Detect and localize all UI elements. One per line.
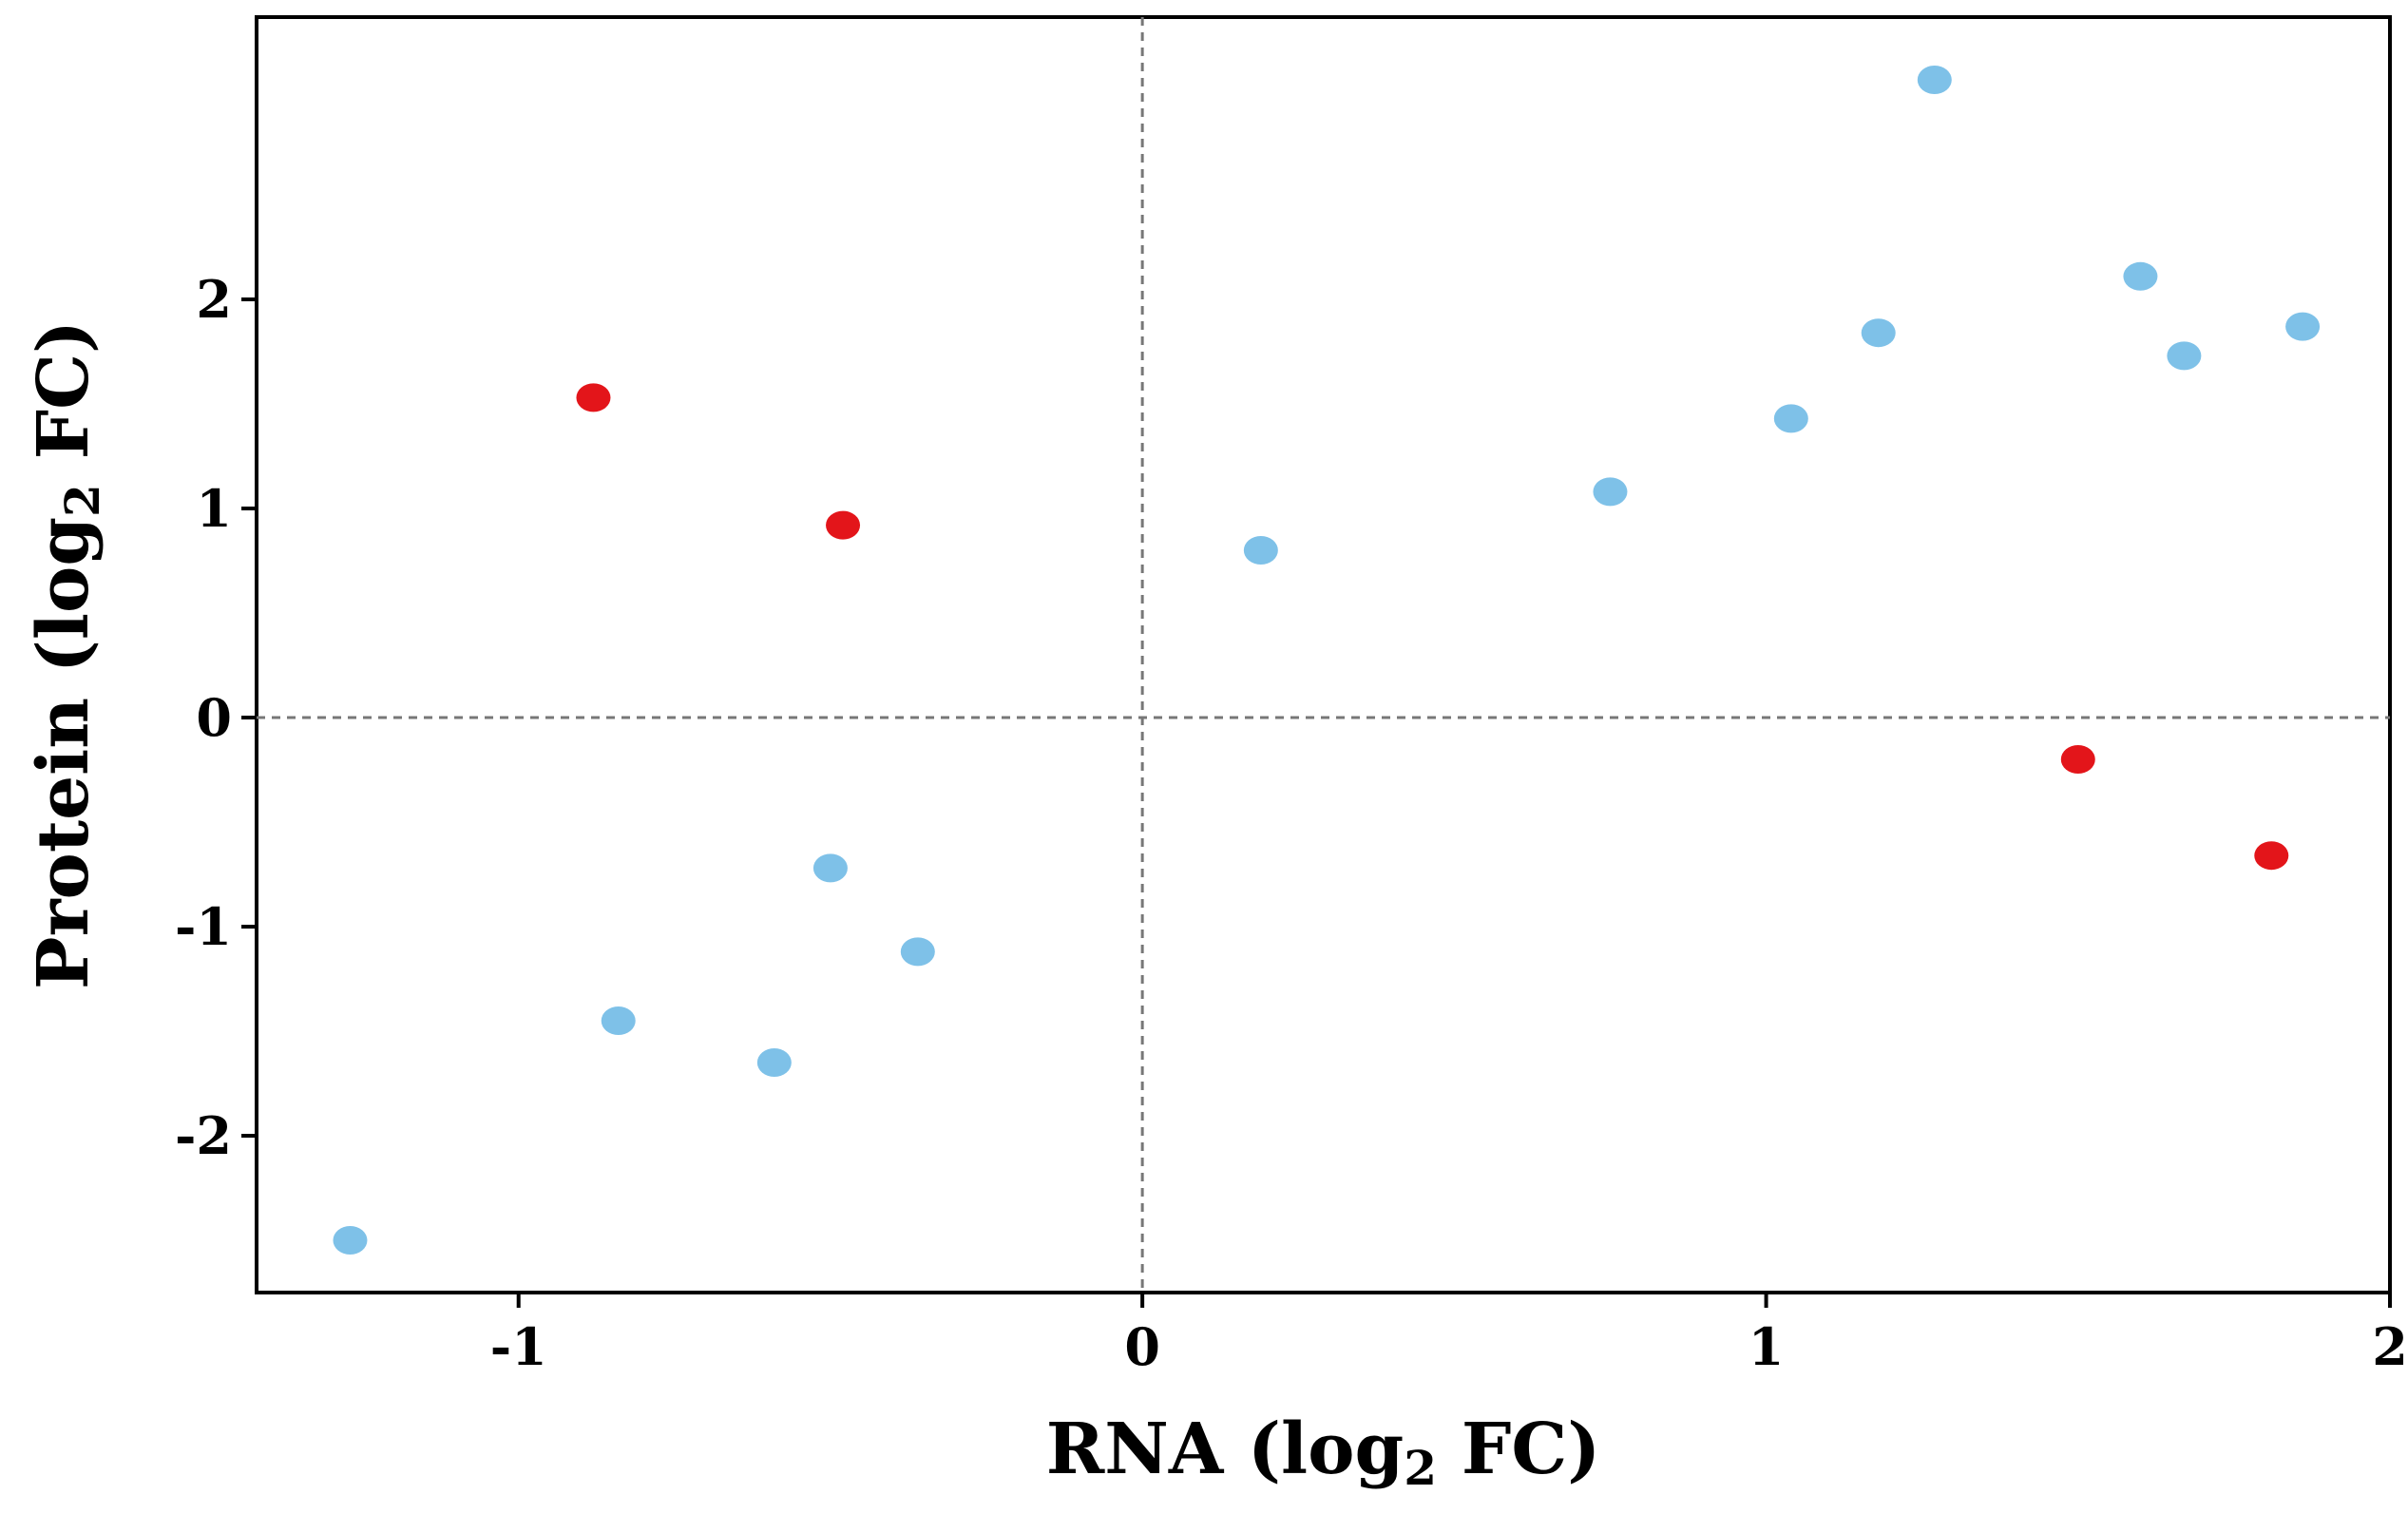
x-axis-title-end: FC): [1437, 1409, 1600, 1490]
data-point-concordant: [1917, 66, 1952, 94]
y-tick-label: -1: [175, 896, 232, 957]
y-axis-title-end: FC): [23, 320, 105, 484]
data-point-discordant: [2254, 841, 2289, 871]
data-point-concordant: [1593, 477, 1628, 507]
data-point-concordant: [2285, 312, 2321, 341]
data-point-discordant: [576, 383, 611, 412]
y-axis-title: Protein (log2 FC): [23, 320, 110, 989]
y-axis-title-main: Protein (log: [23, 517, 105, 989]
y-tick-label: -2: [175, 1105, 232, 1166]
x-axis-title-subscript: 2: [1404, 1440, 1437, 1496]
data-point-discordant: [826, 510, 861, 540]
x-axis-title: RNA (log2 FC): [1046, 1409, 1601, 1496]
y-tick-label: 1: [196, 478, 232, 539]
data-point-discordant: [2060, 745, 2095, 774]
y-axis-ticks: -2 -1 0 1 2: [175, 269, 257, 1166]
data-point-concordant: [2167, 341, 2202, 371]
data-point-concordant: [1861, 318, 1896, 348]
data-point-concordant: [333, 1226, 368, 1255]
x-axis-title-main: RNA (log: [1046, 1409, 1405, 1490]
x-tick-label: -1: [490, 1316, 547, 1377]
data-points: [333, 66, 2321, 1255]
y-axis-title-subscript: 2: [54, 484, 110, 517]
data-point-concordant: [601, 1006, 636, 1035]
data-point-concordant: [1773, 404, 1808, 433]
x-tick-label: 2: [2372, 1316, 2408, 1377]
x-tick-label: 0: [1124, 1316, 1160, 1377]
x-axis-ticks: -1 0 1 2: [490, 1293, 2408, 1377]
x-tick-label: 1: [1749, 1316, 1785, 1377]
plot-frame: [255, 15, 2392, 1294]
data-point-concordant: [756, 1048, 792, 1077]
data-point-concordant: [1243, 536, 1278, 565]
y-tick-label: 0: [196, 687, 232, 748]
y-tick-label: 2: [196, 269, 232, 330]
data-point-concordant: [812, 853, 848, 883]
data-point-concordant: [2123, 261, 2158, 291]
data-point-concordant: [900, 937, 935, 967]
